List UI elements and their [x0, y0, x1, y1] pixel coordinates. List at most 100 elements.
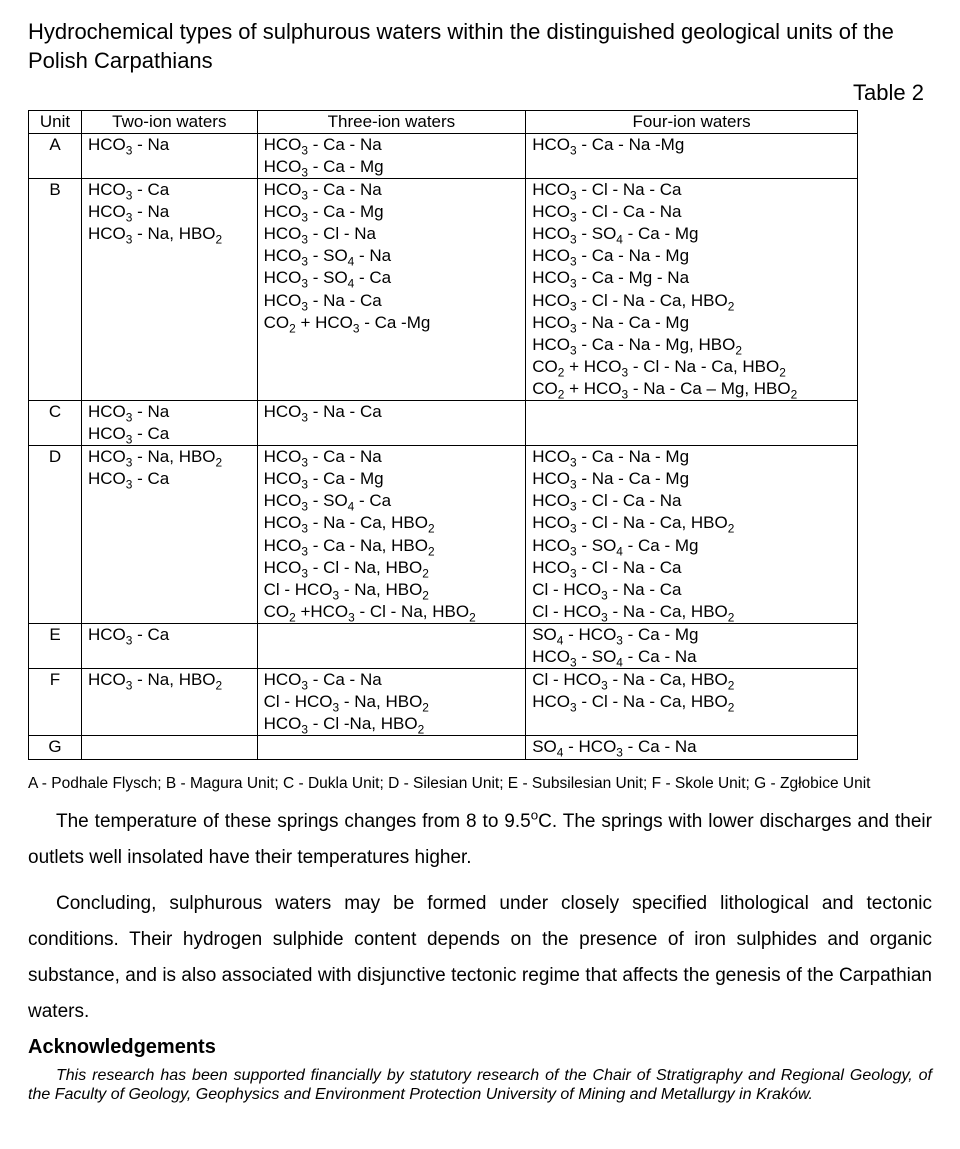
chem-line: HCO3 - Ca - Mg	[264, 201, 520, 223]
paragraph: Concluding, sulphurous waters may be for…	[28, 886, 932, 1030]
chem-line: HCO3 - SO4 - Na	[264, 245, 520, 267]
three-ion-cell: HCO3 - Ca - NaCl - HCO3 - Na, HBO2HCO3 -…	[257, 669, 526, 736]
chem-line: HCO3 - Ca	[88, 624, 251, 646]
chem-line: HCO3 - Ca - Na, HBO2	[264, 535, 520, 557]
chem-line: Cl - HCO3 - Na - Ca	[532, 579, 851, 601]
table-row: E HCO3 - Ca SO4 - HCO3 - Ca - MgHCO3 - SO4…	[29, 623, 858, 668]
two-ion-cell: HCO3 - Na, HBO2	[82, 669, 258, 736]
chem-line: HCO3 - Ca - Na	[264, 669, 520, 691]
page-title: Hydrochemical types of sulphurous waters…	[28, 18, 932, 75]
acknowledgements-body: This research has been supported financi…	[28, 1066, 932, 1104]
chem-line: HCO3 - Ca - Na	[264, 446, 520, 468]
chem-line: HCO3 - Ca	[88, 423, 251, 445]
table-row: FHCO3 - Na, HBO2HCO3 - Ca - NaCl - HCO3 …	[29, 669, 858, 736]
chem-line: HCO3 - Na, HBO2	[88, 669, 251, 691]
chem-line: HCO3 - Ca - Na - Mg, HBO2	[532, 334, 851, 356]
three-ion-cell: HCO3 - Na - Ca	[257, 401, 526, 446]
chem-line: HCO3 - Cl - Na - Ca, HBO2	[532, 512, 851, 534]
chem-line: Cl - HCO3 - Na - Ca, HBO2	[532, 669, 851, 691]
four-ion-cell: Cl - HCO3 - Na - Ca, HBO2HCO3 - Cl - Na …	[526, 669, 858, 736]
table-legend: A - Podhale Flysch; B - Magura Unit; C -…	[28, 774, 932, 794]
chem-line: HCO3 - Na - Ca - Mg	[532, 468, 851, 490]
hydrochem-table: Unit Two-ion waters Three-ion waters Fou…	[28, 110, 858, 760]
three-ion-cell: HCO3 - Ca - NaHCO3 - Ca - MgHCO3 - SO4 -…	[257, 446, 526, 624]
chem-line: SO4 - HCO3 - Ca - Na	[532, 736, 851, 758]
chem-line: HCO3 - Na - Ca - Mg	[532, 312, 851, 334]
chem-line: Cl - HCO3 - Na - Ca, HBO2	[532, 601, 851, 623]
unit-cell: A	[29, 133, 82, 178]
chem-line: HCO3 - Na, HBO2	[88, 223, 251, 245]
three-ion-cell	[257, 736, 526, 759]
chem-line: HCO3 - Na, HBO2	[88, 446, 251, 468]
four-ion-cell: SO4 - HCO3 - Ca - MgHCO3 - SO4 - Ca - Na	[526, 623, 858, 668]
col-four: Four-ion waters	[526, 110, 858, 133]
chem-line: HCO3 - Ca - Na	[264, 134, 520, 156]
chem-line: CO2 + HCO3 - Ca -Mg	[264, 312, 520, 334]
three-ion-cell: HCO3 - Ca - NaHCO3 - Ca - Mg	[257, 133, 526, 178]
chem-line: HCO3 - Na	[88, 134, 251, 156]
table-row: CHCO3 - NaHCO3 - CaHCO3 - Na - Ca	[29, 401, 858, 446]
chem-line: SO4 - HCO3 - Ca - Mg	[532, 624, 851, 646]
three-ion-cell	[257, 623, 526, 668]
chem-line: HCO3 - Cl - Na	[264, 223, 520, 245]
chem-line: HCO3 - Ca	[88, 468, 251, 490]
chem-line: HCO3 - Ca - Mg - Na	[532, 267, 851, 289]
chem-line: HCO3 - SO4 - Ca	[264, 490, 520, 512]
chem-line: HCO3 - Ca - Na -Mg	[532, 134, 851, 156]
two-ion-cell: HCO3 - Na, HBO2HCO3 - Ca	[82, 446, 258, 624]
four-ion-cell: HCO3 - Cl - Na - CaHCO3 - Cl - Ca - NaHC…	[526, 179, 858, 401]
chem-line: HCO3 - Ca	[88, 179, 251, 201]
table-row: BHCO3 - CaHCO3 - NaHCO3 - Na, HBO2HCO3 -…	[29, 179, 858, 401]
chem-line: CO2 +HCO3 - Cl - Na, HBO2	[264, 601, 520, 623]
paragraph: The temperature of these springs changes…	[28, 804, 932, 876]
two-ion-cell: HCO3 - Na	[82, 133, 258, 178]
chem-line: HCO3 - SO4 - Ca	[264, 267, 520, 289]
col-unit: Unit	[29, 110, 82, 133]
chem-line: HCO3 - Cl - Na - Ca	[532, 557, 851, 579]
table-header-row: Unit Two-ion waters Three-ion waters Fou…	[29, 110, 858, 133]
two-ion-cell: HCO3 - NaHCO3 - Ca	[82, 401, 258, 446]
chem-line: HCO3 - Ca - Na - Mg	[532, 446, 851, 468]
unit-cell: F	[29, 669, 82, 736]
chem-line: HCO3 - Cl - Na - Ca, HBO2	[532, 290, 851, 312]
chem-line: HCO3 - Na - Ca	[264, 401, 520, 423]
table-row: G SO4 - HCO3 - Ca - Na	[29, 736, 858, 759]
chem-line: HCO3 - Cl -Na, HBO2	[264, 713, 520, 735]
chem-line: HCO3 - SO4 - Ca - Mg	[532, 535, 851, 557]
two-ion-cell	[82, 736, 258, 759]
unit-cell: D	[29, 446, 82, 624]
unit-cell: G	[29, 736, 82, 759]
chem-line: CO2 + HCO3 - Cl - Na - Ca, HBO2	[532, 356, 851, 378]
chem-line: HCO3 - Ca - Na	[264, 179, 520, 201]
two-ion-cell: HCO3 - CaHCO3 - NaHCO3 - Na, HBO2	[82, 179, 258, 401]
four-ion-cell: HCO3 - Ca - Na - MgHCO3 - Na - Ca - MgHC…	[526, 446, 858, 624]
chem-line: HCO3 - Na - Ca, HBO2	[264, 512, 520, 534]
chem-line: HCO3 - SO4 - Ca - Mg	[532, 223, 851, 245]
chem-line: Cl - HCO3 - Na, HBO2	[264, 579, 520, 601]
chem-line: HCO3 - Na - Ca	[264, 290, 520, 312]
acknowledgements-heading: Acknowledgements	[28, 1034, 932, 1060]
unit-cell: E	[29, 623, 82, 668]
chem-line: HCO3 - Ca - Mg	[264, 156, 520, 178]
four-ion-cell: HCO3 - Ca - Na -Mg	[526, 133, 858, 178]
two-ion-cell: HCO3 - Ca	[82, 623, 258, 668]
chem-line: HCO3 - Cl - Ca - Na	[532, 201, 851, 223]
chem-line: Cl - HCO3 - Na, HBO2	[264, 691, 520, 713]
col-three: Three-ion waters	[257, 110, 526, 133]
chem-line: HCO3 - Cl - Na - Ca	[532, 179, 851, 201]
four-ion-cell	[526, 401, 858, 446]
chem-line: HCO3 - Na	[88, 201, 251, 223]
chem-line: HCO3 - SO4 - Ca - Na	[532, 646, 851, 668]
chem-line: CO2 + HCO3 - Na - Ca – Mg, HBO2	[532, 378, 851, 400]
chem-line: HCO3 - Cl - Na, HBO2	[264, 557, 520, 579]
table-row: AHCO3 - NaHCO3 - Ca - NaHCO3 - Ca - MgHC…	[29, 133, 858, 178]
chem-line: HCO3 - Cl - Ca - Na	[532, 490, 851, 512]
chem-line: HCO3 - Na	[88, 401, 251, 423]
table-row: DHCO3 - Na, HBO2HCO3 - CaHCO3 - Ca - NaH…	[29, 446, 858, 624]
chem-line: HCO3 - Ca - Mg	[264, 468, 520, 490]
chem-line: HCO3 - Cl - Na - Ca, HBO2	[532, 691, 851, 713]
unit-cell: B	[29, 179, 82, 401]
col-two: Two-ion waters	[82, 110, 258, 133]
four-ion-cell: SO4 - HCO3 - Ca - Na	[526, 736, 858, 759]
unit-cell: C	[29, 401, 82, 446]
